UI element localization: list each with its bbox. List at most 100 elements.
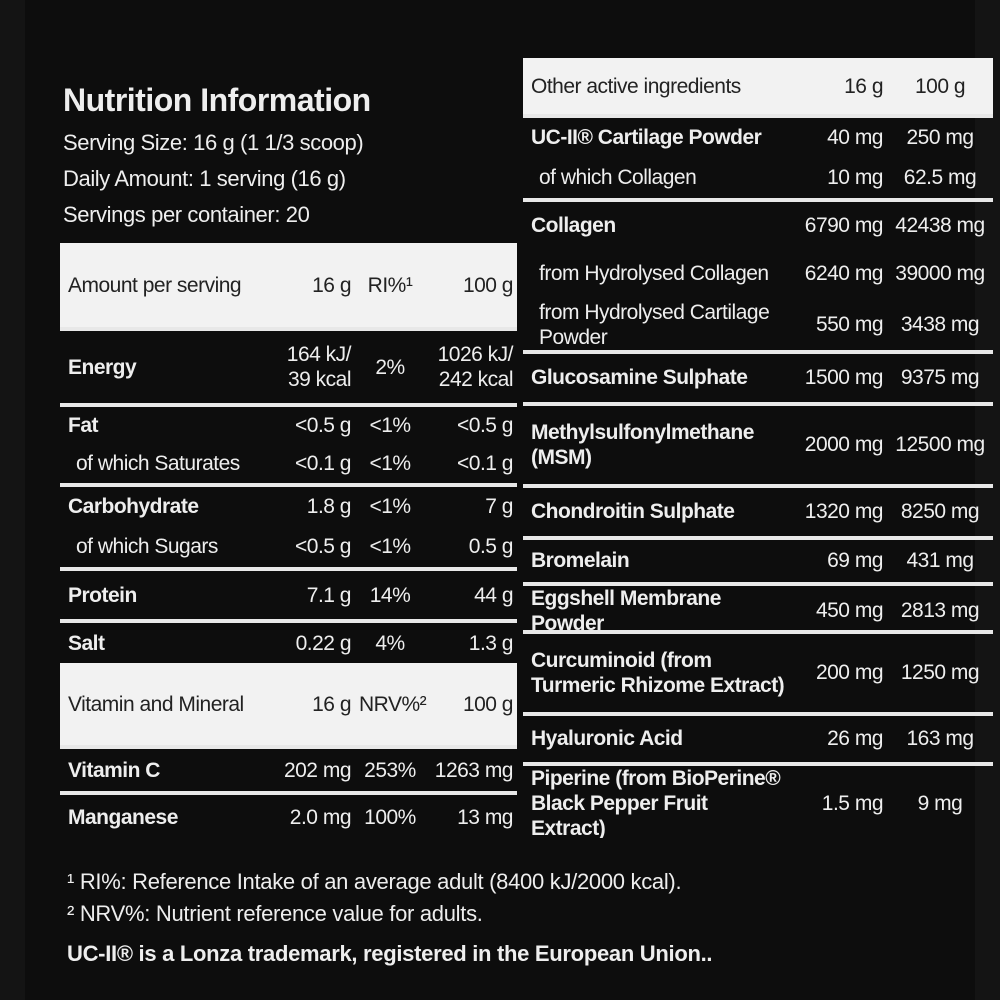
row-label: Chondroitin Sulphate bbox=[531, 500, 735, 524]
header-line: Daily Amount: 1 serving (16 g) bbox=[63, 166, 346, 191]
cell-value: 1500 mg bbox=[804, 366, 884, 390]
cell-value: 450 mg bbox=[815, 599, 884, 623]
cell-value: <1% bbox=[369, 494, 411, 518]
cell-value: 7 g bbox=[485, 494, 513, 518]
cell-value: 26 mg bbox=[827, 727, 883, 751]
cell-value: 3438 mg bbox=[900, 313, 980, 337]
cell-value: 164 kJ/39 kcal bbox=[265, 342, 355, 392]
cell-value: <1% bbox=[369, 451, 411, 475]
table-row: Bromelain 69 mg 431 mg bbox=[523, 535, 993, 582]
table-row: Chondroitin Sulphate 1320 mg 8250 mg bbox=[523, 483, 993, 536]
cell-line: 1026 kJ/ bbox=[437, 343, 514, 366]
table-row: of which Collagen 10 mg 62.5 mg bbox=[523, 156, 993, 198]
table-row: of which Saturates <0.1 g <1% <0.1 g bbox=[60, 443, 517, 483]
table-row: Manganese 2.0 mg 100% 13 mg bbox=[60, 791, 517, 839]
cell-value: <0.5 g bbox=[295, 413, 351, 437]
cell-line: 242 kcal bbox=[438, 368, 514, 391]
row-label: Hyaluronic Acid bbox=[531, 727, 683, 751]
cell-value: 0.5 g bbox=[468, 534, 514, 558]
cell-value: 12500 mg bbox=[895, 433, 985, 457]
cell-value: 1026 kJ/242 kcal bbox=[425, 342, 517, 392]
header-row: Vitamin and Mineral 16 g NRV%² 100 g bbox=[60, 663, 517, 745]
cell-value: 9375 mg bbox=[900, 366, 980, 390]
table-row: Carbohydrate 1.8 g <1% 7 g bbox=[60, 483, 517, 525]
table-row: Protein 7.1 g 14% 44 g bbox=[60, 567, 517, 619]
cell-line: 39 kcal bbox=[287, 368, 352, 391]
header-line: Serving Size: 16 g (1 1/3 scoop) bbox=[63, 130, 364, 155]
active-ingredients-table: Other active ingredients 16 g 100 g UC-II® … bbox=[523, 58, 993, 838]
cell-value: 16 g bbox=[312, 273, 351, 297]
footnotes: ¹ RI%: Reference Intake of an average ad… bbox=[67, 866, 967, 970]
cell-line: 164 kJ/ bbox=[286, 343, 352, 366]
cell-value: 69 mg bbox=[827, 549, 883, 573]
cell-value: 6240 mg bbox=[804, 262, 884, 286]
header-row: Other active ingredients 16 g 100 g bbox=[523, 58, 993, 114]
cell-value: <1% bbox=[369, 413, 411, 437]
cell-value: 1263 mg bbox=[434, 758, 514, 782]
nutrition-table: Amount per serving 16 g RI%¹ 100 g Energy 164… bbox=[60, 243, 517, 839]
row-label: Bromelain bbox=[531, 549, 630, 573]
cell-value: 16 g bbox=[844, 74, 883, 98]
table-row: of which Sugars <0.5 g <1% 0.5 g bbox=[60, 525, 517, 567]
table-row: Curcuminoid (from Turmeric Rhizome Extra… bbox=[523, 629, 993, 712]
table-row: from Hydrolysed Collagen 6240 mg 39000 mg bbox=[523, 249, 993, 300]
header-line: Servings per container: 20 bbox=[63, 202, 310, 227]
row-label: of which Sugars bbox=[76, 534, 218, 558]
footnote: ¹ RI%: Reference Intake of an average ad… bbox=[67, 869, 682, 894]
cell-value: 100 g bbox=[462, 273, 514, 297]
cell-value: 7.1 g bbox=[306, 583, 352, 607]
cell-value: 1320 mg bbox=[804, 500, 884, 524]
header-row: Amount per serving 16 g RI%¹ 100 g bbox=[60, 243, 517, 327]
cell-value: 62.5 mg bbox=[903, 165, 977, 189]
cell-value: 13 mg bbox=[457, 805, 513, 829]
row-label: Carbohydrate bbox=[68, 494, 199, 518]
row-label: from Hydrolysed Cartilage Powder bbox=[539, 300, 770, 349]
cell-value: 253% bbox=[364, 758, 416, 782]
cell-value: 100 g bbox=[462, 692, 514, 716]
row-label: from Hydrolysed Collagen bbox=[539, 262, 769, 286]
row-label: Other active ingredients bbox=[531, 74, 741, 98]
cell-value: 8250 mg bbox=[900, 500, 980, 524]
table-row: Piperine (from BioPerine® Black Pepper F… bbox=[523, 761, 993, 838]
cell-value: <0.1 g bbox=[457, 451, 513, 475]
cell-value: 202 mg bbox=[283, 758, 352, 782]
cell-value: <0.5 g bbox=[457, 413, 513, 437]
row-label: Methylsulfonylmethane (MSM) bbox=[531, 420, 754, 469]
cell-value: RI%¹ bbox=[367, 273, 413, 297]
table-row: Glucosamine Sulphate 1500 mg 9375 mg bbox=[523, 349, 993, 402]
table-row: Fat <0.5 g <1% <0.5 g bbox=[60, 403, 517, 443]
nutrition-label: Nutrition Information Serving Size: 16 g… bbox=[25, 0, 993, 1000]
cell-value: 44 g bbox=[474, 583, 513, 607]
cell-value: 0.22 g bbox=[295, 631, 352, 655]
row-label: Salt bbox=[68, 631, 105, 655]
cell-value: 2813 mg bbox=[900, 599, 980, 623]
cell-value: 14% bbox=[369, 583, 411, 607]
cell-value: 100 g bbox=[914, 74, 966, 98]
row-label: Amount per serving bbox=[68, 273, 242, 297]
cell-value: 550 mg bbox=[815, 313, 884, 337]
row-label: Energy bbox=[68, 355, 137, 379]
cell-value: 16 g bbox=[312, 692, 351, 716]
cell-value: 4% bbox=[375, 631, 405, 655]
table-row: Salt 0.22 g 4% 1.3 g bbox=[60, 619, 517, 663]
cell-value: 100% bbox=[364, 805, 416, 829]
cell-value: 39000 mg bbox=[895, 262, 985, 286]
table-row: Vitamin C 202 mg 253% 1263 mg bbox=[60, 745, 517, 791]
row-label: UC-II® Cartilage Powder bbox=[531, 125, 762, 149]
cell-value: 200 mg bbox=[815, 661, 884, 685]
cell-value: 2000 mg bbox=[804, 433, 884, 457]
row-label: of which Collagen bbox=[539, 165, 697, 189]
row-label: Glucosamine Sulphate bbox=[531, 366, 748, 390]
table-row: Methylsulfonylmethane (MSM) 2000 mg 12500 … bbox=[523, 401, 993, 484]
table-row: Collagen 6790 mg 42438 mg bbox=[523, 198, 993, 249]
label-header: Nutrition Information Serving Size: 16 g… bbox=[63, 82, 513, 233]
cell-value: <0.1 g bbox=[295, 451, 351, 475]
cell-value: <0.5 g bbox=[295, 534, 351, 558]
cell-value: <1% bbox=[369, 534, 411, 558]
row-label: Piperine (from BioPerine® Black Pepper F… bbox=[531, 766, 781, 838]
cell-value: 1250 mg bbox=[900, 661, 980, 685]
cell-value: 1.8 g bbox=[306, 494, 352, 518]
footnote: ² NRV%: Nutrient reference value for adu… bbox=[67, 901, 483, 926]
cell-value: 10 mg bbox=[827, 165, 883, 189]
